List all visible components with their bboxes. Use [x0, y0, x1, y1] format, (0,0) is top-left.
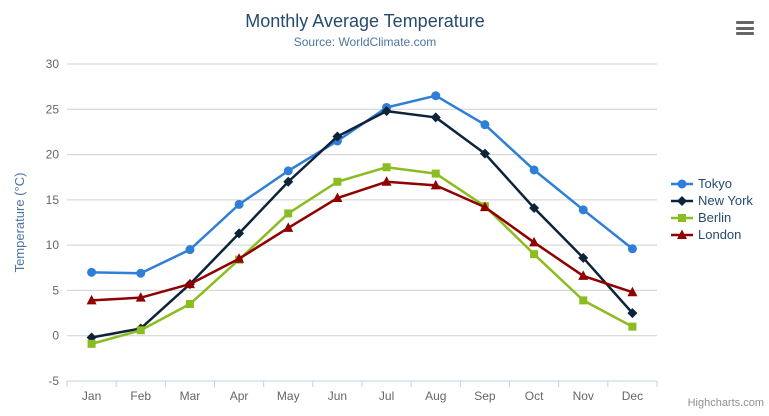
credits-link[interactable]: Highcharts.com: [687, 397, 764, 409]
data-point-london-aug[interactable]: [430, 179, 441, 190]
legend: Tokyo New York Berlin London: [671, 175, 753, 243]
data-point-berlin-jan[interactable]: [87, 339, 96, 348]
data-point-new-york-may[interactable]: [283, 176, 294, 187]
data-point-tokyo-aug[interactable]: [431, 91, 441, 101]
y-tick-label: -5: [48, 374, 59, 388]
data-point-tokyo-apr[interactable]: [234, 199, 244, 209]
x-tick-label: Jun: [328, 389, 347, 403]
data-point-london-feb[interactable]: [135, 292, 146, 302]
legend-marker-symbol: [677, 179, 687, 188]
legend-item-label: Berlin: [698, 210, 732, 225]
legend-item-london[interactable]: London: [671, 226, 753, 243]
hamburger-bar: [736, 26, 754, 30]
y-tick-label: 25: [46, 102, 60, 116]
data-point-london-dec[interactable]: [627, 286, 638, 297]
data-point-new-york-nov[interactable]: [578, 252, 589, 263]
y-axis-title: Temperature (°C): [12, 173, 27, 273]
data-point-berlin-feb[interactable]: [136, 326, 145, 335]
legend-item-new-york[interactable]: New York: [671, 192, 753, 209]
data-point-london-oct[interactable]: [529, 236, 540, 247]
x-tick-label: Nov: [573, 389, 594, 403]
data-point-new-york-aug[interactable]: [430, 112, 441, 123]
data-point-new-york-oct[interactable]: [529, 203, 540, 214]
legend-marker-triangle-icon: [671, 229, 693, 239]
data-point-new-york-dec[interactable]: [627, 308, 638, 319]
data-point-london-mar[interactable]: [184, 278, 195, 289]
y-tick-label: 30: [46, 57, 60, 71]
data-point-new-york-sep[interactable]: [479, 148, 490, 159]
x-tick-label: Jul: [379, 389, 394, 403]
chart-subtitle: Source: WorldClimate.com: [293, 35, 437, 49]
x-tick-label: Dec: [622, 389, 643, 403]
legend-item-label: New York: [698, 193, 753, 208]
data-point-berlin-mar[interactable]: [185, 300, 194, 309]
hamburger-bar: [736, 32, 754, 35]
x-tick-label: Apr: [230, 389, 249, 403]
data-point-new-york-apr[interactable]: [234, 228, 245, 239]
data-point-london-sep[interactable]: [479, 201, 490, 212]
legend-item-label: London: [698, 227, 742, 242]
series-line-new-york[interactable]: [90, 109, 634, 339]
data-point-berlin-may[interactable]: [284, 209, 293, 218]
data-point-london-apr[interactable]: [234, 253, 245, 263]
data-point-new-york-jun[interactable]: [332, 131, 343, 142]
data-point-berlin-jul[interactable]: [382, 163, 391, 172]
y-tick-label: 5: [52, 283, 59, 297]
x-tick-label: May: [277, 389, 300, 403]
x-tick-label: Jan: [82, 389, 101, 403]
legend-marker-symbol: [677, 195, 687, 206]
hamburger-icon[interactable]: [736, 21, 754, 35]
data-point-berlin-nov[interactable]: [579, 296, 588, 305]
y-tick-label: 10: [46, 238, 60, 252]
y-tick-label: 20: [46, 148, 60, 162]
x-tick-label: Oct: [525, 389, 544, 403]
data-point-new-york-jul[interactable]: [381, 106, 392, 117]
data-point-tokyo-jan[interactable]: [87, 267, 97, 277]
data-point-london-jul[interactable]: [381, 176, 392, 186]
data-point-tokyo-dec[interactable]: [627, 244, 637, 254]
data-point-london-jun[interactable]: [332, 192, 343, 203]
data-point-london-may[interactable]: [283, 222, 294, 232]
y-tick-label: 0: [52, 329, 59, 343]
data-point-berlin-jun[interactable]: [333, 177, 342, 186]
series-line-london[interactable]: [90, 180, 634, 302]
data-point-tokyo-mar[interactable]: [185, 245, 195, 255]
legend-marker-diamond-icon: [671, 195, 693, 206]
legend-item-berlin[interactable]: Berlin: [671, 209, 753, 226]
x-tick-label: Sep: [474, 389, 496, 403]
legend-item-tokyo[interactable]: Tokyo: [671, 175, 753, 192]
data-point-london-nov[interactable]: [578, 270, 589, 280]
legend-marker-symbol: [677, 229, 687, 239]
x-tick-label: Aug: [425, 389, 446, 403]
data-point-tokyo-feb[interactable]: [136, 268, 146, 278]
legend-marker-square-icon: [671, 213, 693, 222]
series-line-tokyo[interactable]: [90, 94, 634, 275]
data-point-tokyo-sep[interactable]: [480, 120, 490, 130]
x-tick-label: Mar: [180, 389, 201, 403]
legend-marker-symbol: [678, 213, 686, 222]
series-line-berlin[interactable]: [90, 166, 634, 346]
data-point-tokyo-nov[interactable]: [578, 205, 588, 215]
chart-title: Monthly Average Temperature: [245, 11, 485, 31]
data-point-berlin-aug[interactable]: [431, 169, 440, 178]
data-point-berlin-oct[interactable]: [530, 250, 539, 259]
legend-marker-circle-icon: [671, 179, 693, 188]
y-tick-label: 15: [46, 193, 60, 207]
legend-item-label: Tokyo: [698, 176, 732, 191]
data-point-tokyo-may[interactable]: [283, 166, 293, 176]
x-tick-label: Feb: [130, 389, 151, 403]
data-point-berlin-dec[interactable]: [628, 322, 637, 331]
data-point-london-jan[interactable]: [86, 294, 97, 305]
hamburger-bar: [736, 21, 754, 24]
data-point-tokyo-oct[interactable]: [529, 165, 539, 175]
